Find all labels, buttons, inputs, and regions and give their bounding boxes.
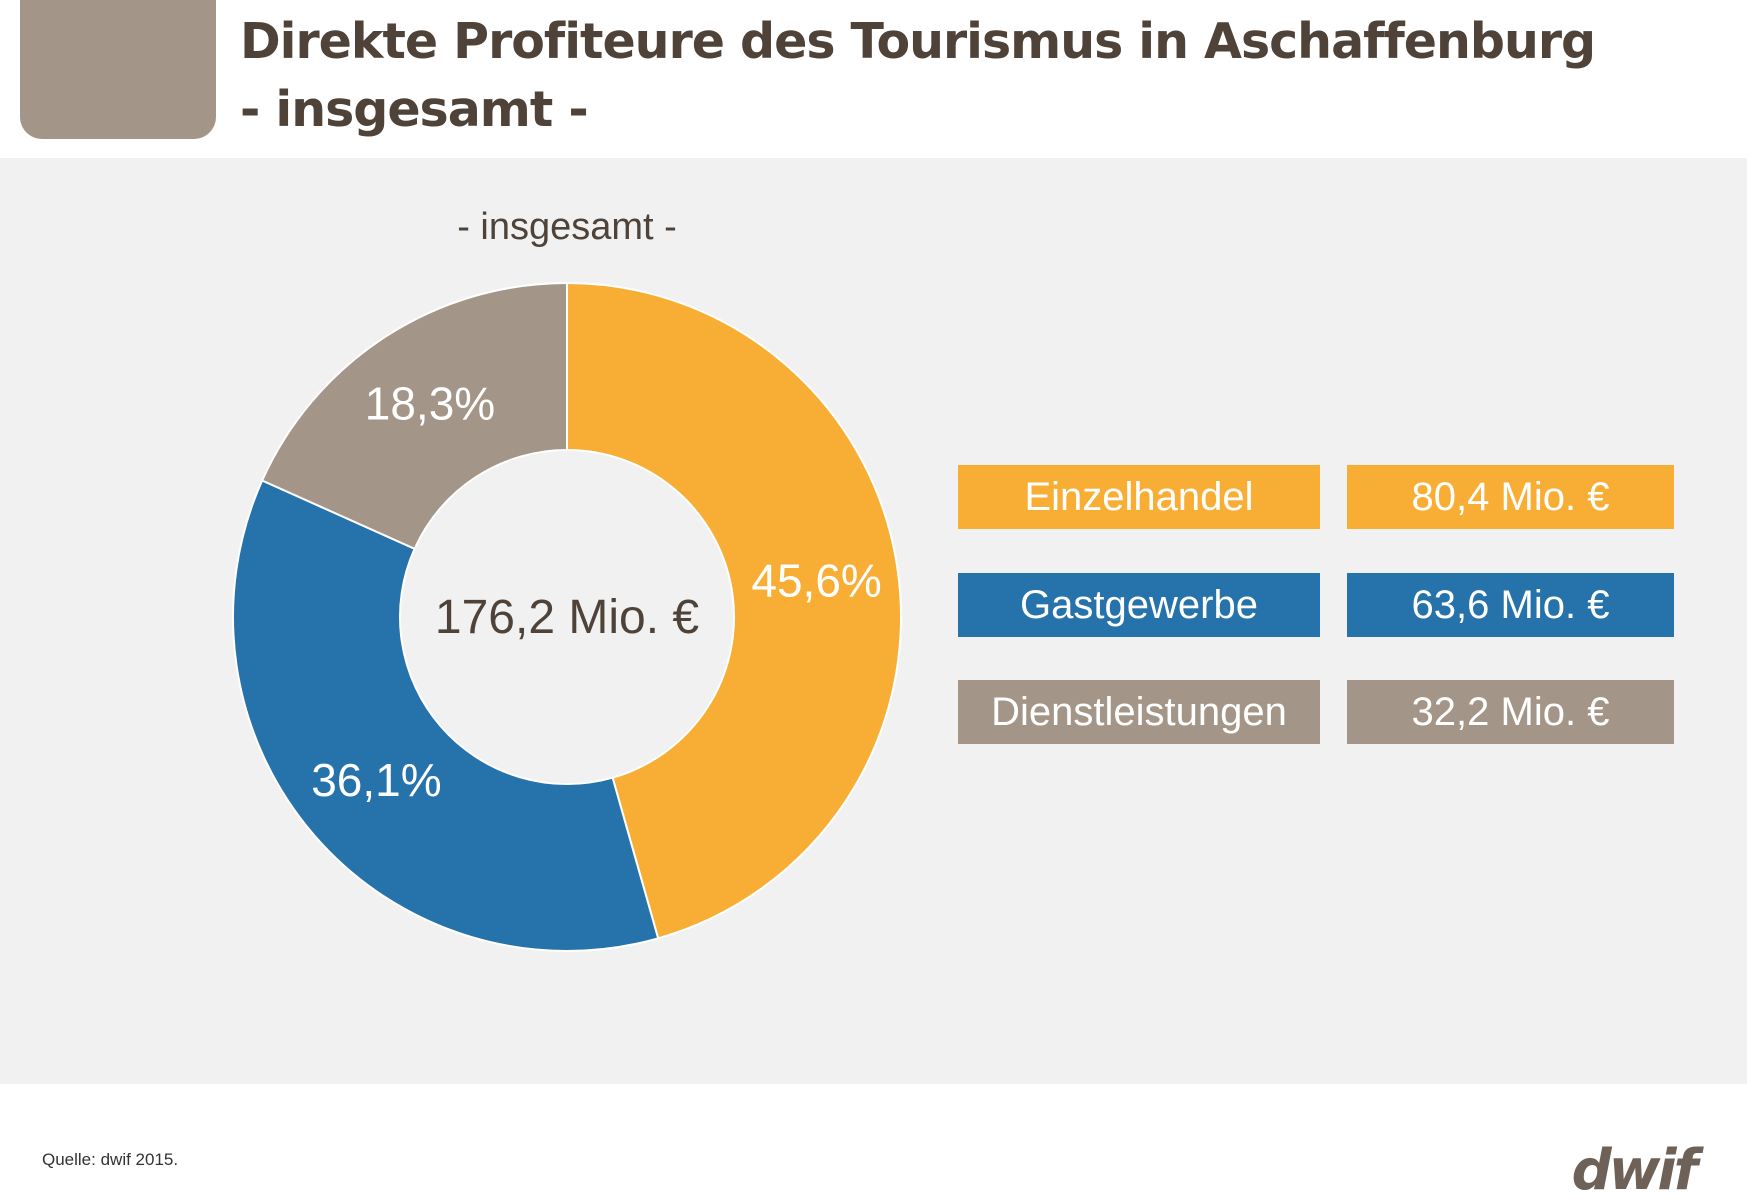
legend-label-einzelhandel: Einzelhandel [958, 465, 1320, 529]
chart-subtitle: - insgesamt - [457, 206, 677, 248]
dwif-logo: dwif [1571, 1138, 1698, 1203]
legend-amount-einzelhandel: 80,4 Mio. € [1347, 465, 1674, 529]
slice-einzelhandel [566, 281, 902, 940]
page-title: Direkte Profiteure des Tourismus in Asch… [240, 8, 1596, 144]
title-line-1: Direkte Profiteure des Tourismus in Asch… [240, 13, 1596, 70]
legend-amount-dienstleistungen: 32,2 Mio. € [1347, 680, 1674, 744]
legend-amount-gastgewerbe: 63,6 Mio. € [1347, 573, 1674, 637]
slice-label-dienstleistungen: 18,3% [365, 378, 495, 430]
title-line-2: - insgesamt - [240, 81, 589, 138]
slice-label-einzelhandel: 45,6% [751, 554, 881, 606]
legend-label-gastgewerbe: Gastgewerbe [958, 573, 1320, 637]
slice-dienstleistungen [260, 281, 568, 551]
donut-center-total: 176,2 Mio. € [435, 591, 699, 644]
source-note: Quelle: dwif 2015. [42, 1150, 179, 1169]
corner-block [20, 0, 216, 139]
slice-label-gastgewerbe: 36,1% [311, 754, 441, 806]
legend-label-dienstleistungen: Dienstleistungen [958, 680, 1320, 744]
slice-gastgewerbe [232, 479, 660, 952]
